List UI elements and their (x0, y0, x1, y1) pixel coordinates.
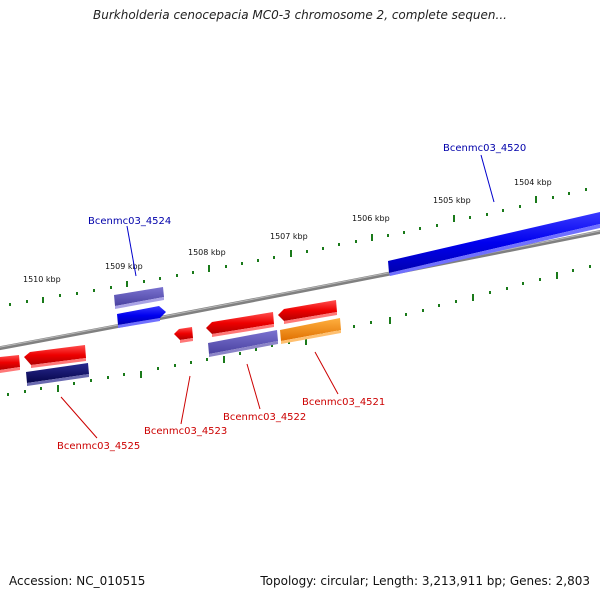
kbp-label: 1506 kbp (352, 214, 390, 223)
rna-bar (280, 318, 341, 341)
gene-shadow (180, 338, 193, 343)
forward-tick-ruler (9, 188, 587, 306)
kbp-label: 1508 kbp (188, 248, 226, 257)
kbp-label: 1505 kbp (433, 196, 471, 205)
cds-bar-shadow (115, 297, 164, 309)
gene-arrow-partial (0, 355, 20, 370)
kbp-label: 1504 kbp (514, 178, 552, 187)
chromosome-backbone-highlight (0, 230, 600, 348)
kbp-labels: 1510 kbp 1509 kbp 1508 kbp 1507 kbp 1506… (23, 178, 552, 284)
cds-bar-shadow (27, 374, 89, 386)
kbp-label: 1509 kbp (105, 262, 143, 271)
gene-bcenmc03-4525[interactable] (0, 345, 89, 386)
callout-line (480, 154, 495, 203)
gene-arrow (117, 306, 166, 325)
gene-bcenmc03-4523[interactable] (174, 327, 193, 343)
callout-line (180, 375, 191, 425)
gene-label-bcenmc03-4522: Bcenmc03_4522 (223, 412, 306, 423)
callout-line (60, 396, 98, 439)
callout-line (246, 363, 261, 410)
callout-lines (60, 154, 495, 439)
gene-bcenmc03-4522[interactable] (206, 312, 278, 357)
sequence-title: Burkholderia cenocepacia MC0-3 chromosom… (93, 8, 507, 22)
gene-label-bcenmc03-4523: Bcenmc03_4523 (144, 426, 227, 437)
gene-arrow (206, 312, 274, 334)
gene-arrow (278, 300, 337, 321)
gene-shadow (284, 312, 337, 324)
gene-bcenmc03-4520[interactable] (388, 212, 600, 276)
gene-bcenmc03-4521[interactable] (278, 300, 341, 344)
gene-shadow (118, 318, 160, 328)
gene-arrow (388, 212, 600, 273)
cds-bar (26, 363, 89, 383)
gene-shadow (212, 324, 274, 337)
gene-shadow (31, 358, 86, 368)
cds-bar (208, 330, 278, 354)
chromosome-backbone (0, 229, 600, 351)
rna-bar-shadow (281, 330, 341, 344)
gene-shadow (389, 224, 600, 276)
kbp-label: 1510 kbp (23, 275, 61, 284)
topology-text: Topology: circular; Length: 3,213,911 bp… (260, 574, 590, 588)
cds-bar (114, 287, 164, 306)
gene-label-bcenmc03-4524: Bcenmc03_4524 (88, 216, 171, 227)
gene-label-bcenmc03-4525: Bcenmc03_4525 (57, 441, 140, 452)
gene-shadow-partial (0, 367, 20, 373)
gene-arrow (174, 327, 193, 340)
gene-bcenmc03-4524[interactable] (114, 287, 166, 328)
gene-arrow (24, 345, 86, 365)
gene-label-bcenmc03-4521: Bcenmc03_4521 (302, 397, 385, 408)
gene-labels: Bcenmc03_4520 Bcenmc03_4521 Bcenmc03_452… (57, 143, 526, 452)
callout-line (314, 351, 339, 395)
cds-bar-shadow (209, 341, 278, 357)
accession-text: Accession: NC_010515 (9, 574, 146, 588)
kbp-label: 1507 kbp (270, 232, 308, 241)
gene-label-bcenmc03-4520: Bcenmc03_4520 (443, 143, 526, 154)
callout-line (126, 225, 137, 277)
